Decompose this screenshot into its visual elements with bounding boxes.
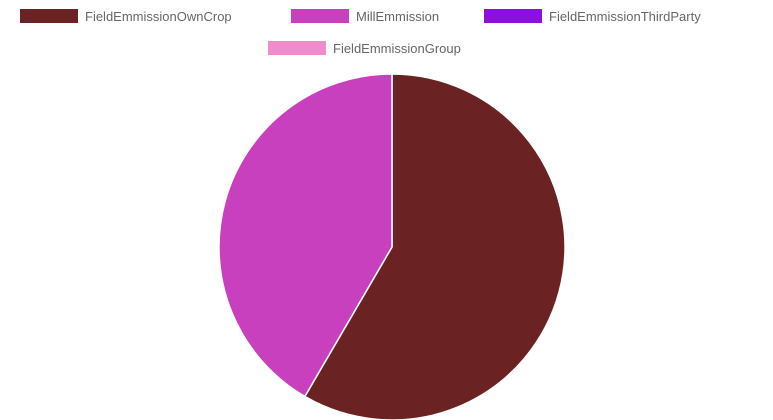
- legend-swatch[interactable]: [268, 41, 326, 55]
- pie-slice-millemmission[interactable]: [218, 73, 393, 398]
- legend-label[interactable]: MillEmmission: [356, 9, 439, 24]
- legend-label[interactable]: FieldEmmissionGroup: [333, 41, 461, 56]
- legend-swatch[interactable]: [484, 9, 542, 23]
- legend-swatch[interactable]: [20, 9, 78, 23]
- legend-label[interactable]: FieldEmmissionThirdParty: [549, 9, 701, 24]
- legend: FieldEmmissionOwnCrop MillEmmission FieldE…: [20, 9, 701, 56]
- legend-swatch[interactable]: [291, 9, 349, 23]
- pie-slices: [218, 73, 566, 420]
- legend-label[interactable]: FieldEmmissionOwnCrop: [85, 9, 232, 24]
